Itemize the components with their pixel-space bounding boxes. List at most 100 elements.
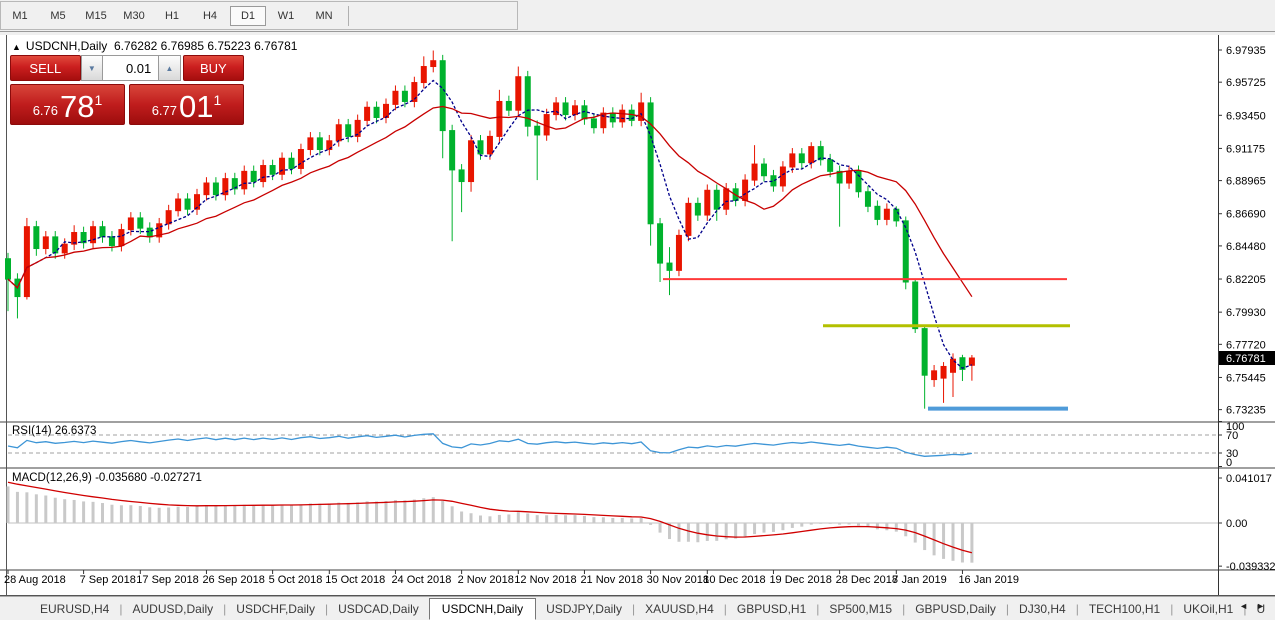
candle-body [80, 232, 87, 244]
candle-body [817, 146, 824, 161]
chart-tab-usdjpy-daily[interactable]: USDJPY,Daily [546, 601, 622, 616]
volume-input[interactable]: 0.01 [103, 55, 159, 81]
chart-tab-eurusd-h4[interactable]: EURUSD,H4 [40, 601, 110, 616]
date-axis-label: 10 Dec 2018 [703, 574, 765, 586]
candle-body [241, 170, 248, 190]
chart-tab-usdcad-daily[interactable]: USDCAD,Daily [338, 601, 419, 616]
candle-body [751, 163, 758, 181]
date-axis-label: 16 Jan 2019 [958, 574, 1019, 586]
candle-body [165, 210, 172, 225]
candle-body [194, 194, 200, 210]
candle-body [468, 140, 475, 183]
chart-tab-gbpusd-daily[interactable]: GBPUSD,Daily [915, 601, 996, 616]
rsi-pane-label: RSI(14) 26.6373 [12, 425, 97, 437]
chart-tab-bar: EURUSD,H4 | AUDUSD,Daily | USDCHF,Daily | USDC… [0, 596, 1275, 620]
chart-tab-audusd-daily[interactable]: AUDUSD,Daily [132, 601, 214, 616]
timeframe-button-W1[interactable]: W1 [277, 9, 295, 22]
candle-body [704, 189, 711, 216]
timeframe-strip: M1 M5 M15 M30 H1 H4 D1 W1 MN [0, 1, 518, 30]
macd-signal-line [7, 481, 973, 554]
spin-up-icon: ▲ [165, 63, 174, 73]
candle-body [118, 229, 125, 247]
toolbar-separator [348, 5, 349, 26]
candle-body [666, 262, 673, 271]
tab-separator: | [631, 601, 636, 616]
candle-body [420, 66, 427, 84]
rsi-scale-label: 70 [1226, 430, 1238, 442]
tab-scroll-right-icon[interactable]: ► [1256, 601, 1265, 611]
candle-body [411, 82, 418, 102]
date-axis-label: 28 Aug 2018 [4, 574, 66, 586]
tab-separator: | [119, 601, 123, 616]
tab-separator: | [723, 601, 727, 616]
price-axis-label: 6.82205 [1226, 274, 1266, 286]
candle-body [515, 76, 522, 111]
price-axis-label: 6.79930 [1226, 307, 1266, 319]
volume-increase-button[interactable]: ▲ [158, 55, 181, 81]
candle-body [175, 198, 182, 212]
collapse-panel-icon[interactable]: ▲ [12, 42, 21, 52]
tab-separator: | [223, 601, 227, 616]
candle-body [326, 140, 333, 151]
candle-body [647, 102, 654, 225]
sell-button[interactable]: SELL [10, 55, 81, 81]
candle-body [307, 137, 314, 151]
candle-body [827, 159, 834, 172]
chart-tab-usdcnh-daily[interactable]: USDCNH,Daily [428, 597, 537, 620]
price-axis-label: 6.77720 [1226, 339, 1266, 351]
candle-body [373, 106, 380, 118]
timeframe-button-M30[interactable]: M30 [123, 9, 145, 22]
candle-body [392, 90, 399, 105]
candle-body [723, 188, 730, 210]
chart-tab-ukoil-h1[interactable]: UKOil,H1 [1183, 601, 1234, 616]
buy-button[interactable]: BUY [182, 55, 244, 81]
sell-price-tile[interactable]: 6.76 78 1 [10, 84, 125, 125]
tab-scroll-left-icon[interactable]: ◄ [1239, 601, 1249, 611]
macd-scale-label: -0.039332 [1226, 561, 1275, 573]
volume-decrease-button[interactable]: ▼ [80, 55, 104, 81]
chart-tab-gbpusd-h1[interactable]: GBPUSD,H1 [736, 601, 807, 616]
buy-price-tile[interactable]: 6.77 01 1 [129, 84, 244, 125]
candle-body [883, 208, 890, 220]
candle-body [61, 243, 68, 254]
candle-body [5, 258, 11, 280]
timeframe-button-D1[interactable]: D1 [230, 5, 266, 26]
candle-body [742, 179, 749, 201]
timeframe-button-M1[interactable]: M1 [12, 9, 28, 22]
candle-body [401, 90, 408, 102]
rsi-scale-label: 100 [1226, 421, 1244, 433]
timeframe-button-M5[interactable]: M5 [50, 9, 66, 22]
price-axis-label: 6.95725 [1226, 77, 1266, 89]
chart-tab-usdchf-daily[interactable]: USDCHF,Daily [236, 601, 315, 616]
candle-body [931, 370, 938, 381]
chart-symbol-label: USDCNH,Daily [25, 39, 108, 53]
chart-tab-u[interactable]: U [1256, 601, 1266, 616]
price-axis-label: 6.75445 [1226, 372, 1266, 384]
price-axis-label: 6.84480 [1226, 241, 1266, 253]
sell-price-sup: 1 [94, 92, 103, 108]
chart-title: ▲ USDCNH,Daily 6.76282 6.76985 6.75223 6.… [12, 39, 297, 53]
timeframe-button-MN[interactable]: MN [315, 9, 333, 22]
candle-body [316, 137, 323, 151]
candle-body [638, 102, 645, 121]
timeframe-button-H1[interactable]: H1 [164, 9, 180, 22]
timeframe-button-M15[interactable]: M15 [85, 9, 107, 22]
macd-scale-label: 0.041017 [1226, 473, 1272, 485]
candle-body [912, 281, 919, 330]
chart-tab-dj30-h4[interactable]: DJ30,H4 [1019, 601, 1066, 616]
chart-canvas[interactable]: 6.97935 6.95725 6.93450 6.91175 6.88965 6.866… [0, 35, 1275, 596]
candle-body [203, 182, 210, 196]
timeframe-button-H4[interactable]: H4 [202, 9, 218, 22]
candle-body [798, 153, 805, 164]
chart-tab-sp500-m15[interactable]: SP500,M15 [829, 601, 893, 616]
ma-13-line [7, 105, 973, 298]
candle-body [524, 76, 531, 127]
tab-separator: | [816, 601, 820, 616]
price-axis-label: 6.73235 [1226, 405, 1266, 417]
chart-tab-xauusd-h4[interactable]: XAUUSD,H4 [645, 601, 714, 616]
chart-tab-tech100-h1[interactable]: TECH100,H1 [1088, 601, 1161, 616]
date-axis-label: 21 Nov 2018 [580, 574, 642, 586]
candle-body [968, 357, 975, 366]
candle-body [146, 227, 153, 238]
candle-body [231, 178, 238, 190]
